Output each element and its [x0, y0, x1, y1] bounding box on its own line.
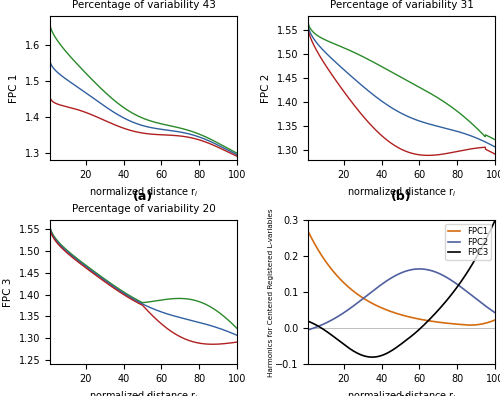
FPC3	[416, 327, 422, 331]
X-axis label: normalized distance r$_i$: normalized distance r$_i$	[346, 390, 457, 396]
FPC2	[406, 268, 412, 272]
Y-axis label: Harmonics for Centered Registered L-variables: Harmonics for Centered Registered L-vari…	[268, 208, 274, 377]
Y-axis label: FPC 2: FPC 2	[261, 73, 271, 103]
Text: (c): (c)	[134, 395, 153, 396]
Y-axis label: FPC 3: FPC 3	[3, 278, 13, 307]
FPC3	[305, 319, 311, 324]
FPC1	[406, 314, 412, 319]
FPC1	[458, 322, 464, 327]
Title: Percentage of variability 31: Percentage of variability 31	[330, 0, 474, 10]
FPC3	[488, 227, 494, 232]
FPC2	[416, 267, 422, 271]
FPC2	[394, 272, 400, 277]
FPC2	[458, 285, 464, 290]
Text: (d): (d)	[391, 395, 412, 396]
FPC3	[458, 278, 464, 283]
FPC1	[488, 319, 494, 324]
FPC1	[468, 323, 473, 327]
Legend: FPC1, FPC2, FPC3: FPC1, FPC2, FPC3	[446, 225, 491, 260]
Line: FPC1: FPC1	[308, 231, 495, 325]
FPC3	[369, 355, 375, 360]
FPC2	[488, 307, 494, 312]
Title: Percentage of variability 20: Percentage of variability 20	[72, 204, 216, 214]
FPC2	[492, 310, 498, 315]
X-axis label: normalized distance r$_i$: normalized distance r$_i$	[346, 185, 457, 199]
Title: Percentage of variability 43: Percentage of variability 43	[72, 0, 216, 10]
X-axis label: normalized distance r$_i$: normalized distance r$_i$	[88, 390, 198, 396]
FPC3	[396, 344, 402, 348]
Text: (b): (b)	[391, 190, 412, 203]
FPC1	[416, 317, 422, 322]
Text: (a): (a)	[134, 190, 154, 203]
FPC3	[394, 345, 400, 349]
FPC1	[492, 318, 498, 322]
FPC2	[305, 327, 311, 332]
FPC2	[395, 272, 401, 277]
FPC2	[416, 267, 422, 271]
FPC1	[395, 312, 401, 316]
Line: FPC3: FPC3	[308, 221, 495, 357]
FPC3	[492, 218, 498, 223]
FPC1	[394, 311, 400, 316]
FPC1	[305, 229, 311, 234]
Line: FPC2: FPC2	[308, 269, 495, 330]
FPC3	[406, 335, 412, 340]
Y-axis label: FPC 1: FPC 1	[10, 73, 20, 103]
X-axis label: normalized distance r$_i$: normalized distance r$_i$	[88, 185, 198, 199]
